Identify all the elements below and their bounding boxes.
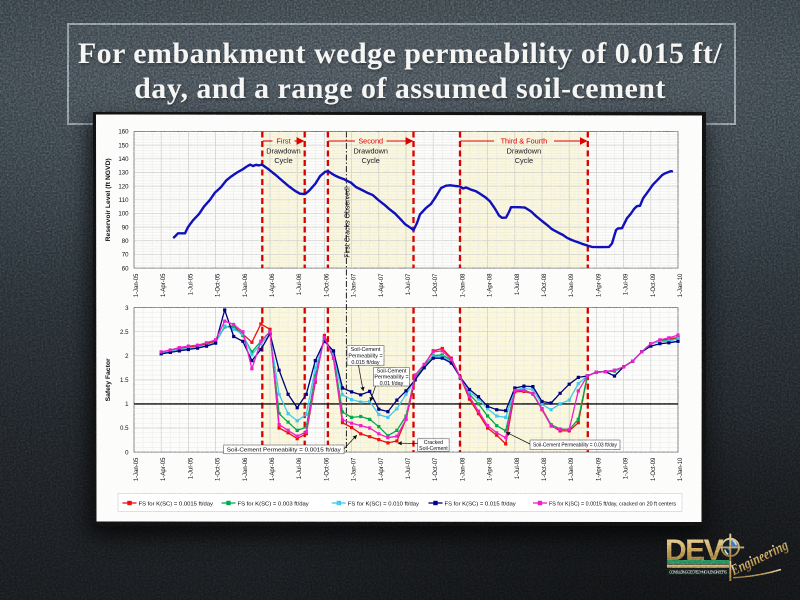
svg-text:1-Apr-05: 1-Apr-05 [161,273,167,297]
svg-text:130: 130 [118,170,129,177]
svg-text:60: 60 [122,265,129,272]
svg-text:Soil-Cement: Soil-Cement [351,347,381,353]
svg-text:First Cracks Observed!: First Cracks Observed! [345,186,352,258]
svg-text:1-Jan-07: 1-Jan-07 [352,273,358,297]
svg-text:Drawdown: Drawdown [507,146,541,155]
svg-text:1-Jul-07: 1-Jul-07 [406,457,412,479]
svg-text:0.5: 0.5 [120,425,129,432]
svg-text:1-Oct-09: 1-Oct-09 [651,457,657,481]
svg-text:1-Jan-07: 1-Jan-07 [352,457,358,481]
svg-text:1-Apr-07: 1-Apr-07 [379,457,385,481]
svg-text:1-Jul-09: 1-Jul-09 [624,457,630,479]
svg-text:1-Jan-08: 1-Jan-08 [460,457,466,481]
svg-text:120: 120 [118,183,129,190]
svg-text:70: 70 [122,252,129,259]
svg-text:1-Jan-10: 1-Jan-10 [678,273,684,297]
svg-text:1-Jan-05: 1-Jan-05 [134,273,140,297]
svg-text:80: 80 [122,238,129,245]
svg-text:150: 150 [118,142,129,149]
svg-text:FS for K(SC) = 0.0015 ft/day: FS for K(SC) = 0.0015 ft/day [139,501,214,507]
svg-text:Soil-Cement Permeability = 0.0: Soil-Cement Permeability = 0.03 ft/day [533,443,617,449]
svg-text:1-Oct-05: 1-Oct-05 [216,457,222,481]
svg-text:1-Jan-05: 1-Jan-05 [134,457,140,481]
svg-text:1-Jan-09: 1-Jan-09 [569,457,575,481]
svg-text:Safety Factor: Safety Factor [105,358,112,401]
svg-text:1-Apr-05: 1-Apr-05 [161,457,167,481]
svg-text:140: 140 [118,156,129,163]
svg-text:CONSULTING GEOTECHNICAL ENGINE: CONSULTING GEOTECHNICAL ENGINEERS [669,569,727,574]
svg-text:1-Apr-09: 1-Apr-09 [596,273,602,297]
svg-text:1-Jan-06: 1-Jan-06 [243,457,249,481]
svg-text:Permeability =: Permeability = [374,375,408,381]
svg-text:100: 100 [118,211,129,218]
svg-text:Soil-Cement: Soil-Cement [377,369,407,375]
svg-text:1-Jul-05: 1-Jul-05 [188,457,194,479]
svg-text:1-Apr-06: 1-Apr-06 [270,273,276,297]
svg-text:1-Apr-08: 1-Apr-08 [488,273,494,297]
svg-text:Permeability =: Permeability = [348,353,382,359]
svg-text:Reservoir Level (ft NGVD): Reservoir Level (ft NGVD) [105,158,112,241]
svg-text:1-Jul-07: 1-Jul-07 [406,273,412,295]
svg-text:1-Oct-09: 1-Oct-09 [651,273,657,297]
svg-text:1-Jan-09: 1-Jan-09 [569,273,575,297]
svg-text:1-Jul-08: 1-Jul-08 [515,273,521,295]
svg-text:Cracked: Cracked [424,440,443,446]
svg-text:1-Oct-05: 1-Oct-05 [216,273,222,297]
svg-text:Soil-Cement: Soil-Cement [419,446,448,452]
svg-text:110: 110 [119,197,129,204]
svg-text:1-Oct-07: 1-Oct-07 [433,273,439,297]
svg-text:FS for K(SC) = 0.010 ft/day: FS for K(SC) = 0.010 ft/day [348,501,419,507]
svg-text:1-Jul-05: 1-Jul-05 [188,273,194,295]
svg-text:1-Apr-06: 1-Apr-06 [270,457,276,481]
svg-text:1-Oct-07: 1-Oct-07 [433,457,439,481]
svg-text:0.01 f/day: 0.01 f/day [380,381,404,387]
svg-text:1.5: 1.5 [120,377,129,384]
svg-text:1-Oct-08: 1-Oct-08 [542,457,548,481]
svg-text:0.015 ft/day: 0.015 ft/day [351,360,379,366]
svg-text:Cycle: Cycle [362,156,380,165]
svg-text:Third & Fourth: Third & Fourth [501,137,548,146]
svg-text:1-Jul-06: 1-Jul-06 [297,273,303,295]
svg-text:1-Jul-08: 1-Jul-08 [515,457,521,479]
svg-text:1-Oct-06: 1-Oct-06 [324,273,330,297]
svg-text:1-Jul-09: 1-Jul-09 [624,273,630,295]
svg-text:1-Oct-08: 1-Oct-08 [542,273,548,297]
svg-text:1-Jan-06: 1-Jan-06 [243,273,249,297]
svg-text:Cycle: Cycle [274,156,292,165]
svg-text:FS for K(SC) = 0.015 ft/day: FS for K(SC) = 0.015 ft/day [445,501,516,507]
svg-text:FS for K(SC) = 0.003 ft/day: FS for K(SC) = 0.003 ft/day [238,501,309,507]
svg-text:2.5: 2.5 [120,329,129,336]
svg-text:160: 160 [118,129,129,136]
svg-text:1-Jan-08: 1-Jan-08 [460,273,466,297]
svg-text:1-Apr-09: 1-Apr-09 [596,457,602,481]
svg-text:Drawdown: Drawdown [266,146,300,155]
svg-text:1-Apr-07: 1-Apr-07 [379,273,385,297]
svg-text:Drawdown: Drawdown [353,146,387,155]
svg-text:1-Jul-06: 1-Jul-06 [297,457,303,479]
svg-text:Second: Second [358,137,383,146]
svg-text:1-Jan-10: 1-Jan-10 [678,457,684,481]
svg-text:1-Apr-08: 1-Apr-08 [488,457,494,481]
svg-text:Cycle: Cycle [515,156,533,165]
svg-text:First: First [276,137,290,146]
svg-text:Soil-Cement Permeability = 0.0: Soil-Cement Permeability = 0.0015 ft/day [227,447,341,453]
svg-text:1-Oct-06: 1-Oct-06 [324,457,330,481]
svg-text:90: 90 [122,224,129,231]
svg-text:FS for K(SC) = 0.0015 ft/day,: FS for K(SC) = 0.0015 ft/day, cracked on… [549,501,676,507]
